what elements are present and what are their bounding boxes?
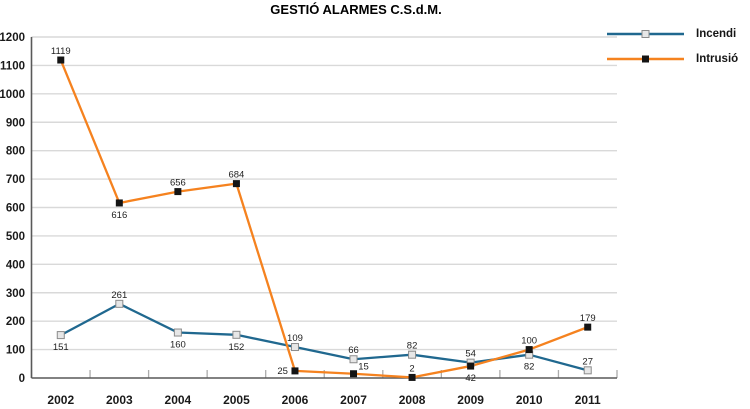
data-marker-incendi [349,355,358,364]
data-label-incendi: 54 [465,349,476,360]
data-label-incendi: 27 [582,356,593,367]
y-axis-tick-label: 600 [6,203,25,215]
data-marker-incendi [583,366,592,375]
y-axis-tick-label: 400 [6,259,25,271]
data-label-intrusió: 616 [111,210,127,221]
data-label-intrusió: 2 [409,363,414,374]
y-axis-tick-label: 200 [6,316,25,328]
y-axis-tick-label: 100 [6,345,25,357]
data-marker-incendi [408,350,417,359]
data-marker-incendi [173,328,182,337]
data-label-intrusió: 179 [580,313,596,324]
data-label-intrusió: 15 [358,362,369,373]
x-axis-category-label: 2006 [282,393,309,407]
y-axis-tick-label: 300 [6,288,25,300]
y-axis-tick-label: 500 [6,231,25,243]
data-label-intrusió: 42 [465,373,476,384]
data-label-intrusió: 684 [228,170,244,181]
series-line-incendi [59,302,589,372]
chart-title: GESTIÓ ALARMES C.S.d.M. [270,2,442,17]
data-label-intrusió: 25 [277,366,288,377]
data-label-intrusió: 1119 [51,46,71,57]
data-label-incendi: 66 [348,345,359,356]
data-marker-intrusió [584,323,592,331]
data-marker-intrusió [232,180,240,188]
y-axis-tick-label: 1000 [0,89,25,101]
y-axis-tick-label: 900 [6,117,25,129]
x-axis-category-label: 2011 [575,393,601,407]
data-marker-incendi [232,330,241,339]
legend-label-incendi: Incendi [696,28,737,40]
data-label-incendi: 152 [228,342,244,353]
data-marker-intrusió [467,362,475,370]
x-axis-category-label: 2009 [457,393,484,407]
x-axis-category-label: 2010 [516,393,543,407]
incendi-line-swatch [607,30,684,38]
y-axis-tick-label: 800 [6,146,25,158]
legend-item-incendi: Incendi [606,28,746,40]
legend-label-intrusio: Intrusió [696,53,739,65]
legend-item-intrusio: Intrusió [606,53,746,65]
data-marker-intrusió [57,56,65,64]
data-marker-intrusió [291,367,299,375]
data-label-incendi: 109 [287,333,303,344]
data-marker-intrusió [408,373,416,381]
data-label-incendi: 261 [111,290,127,301]
data-marker-intrusió [174,188,182,196]
y-axis-tick-label: 1100 [0,60,25,72]
intrusio-legend-marker [642,55,649,63]
data-marker-intrusió [350,370,358,378]
data-label-incendi: 82 [407,341,418,352]
x-axis-category-label: 2008 [399,393,426,407]
x-axis-category-label: 2004 [165,393,192,407]
data-marker-intrusió [115,199,123,207]
incendi-legend-marker [641,30,650,38]
data-label-incendi: 82 [524,362,535,373]
y-axis-tick-label: 0 [19,373,25,385]
data-marker-incendi [115,299,124,308]
intrusio-line-swatch [607,55,684,63]
x-axis-category-label: 2002 [47,393,74,407]
data-label-intrusió: 656 [170,178,186,189]
data-label-incendi: 151 [53,342,69,353]
y-axis-tick-label: 1200 [0,32,25,44]
data-marker-incendi [56,331,65,340]
y-axis-tick-label: 700 [6,174,25,186]
data-label-incendi: 160 [170,340,186,351]
data-marker-incendi [290,343,299,352]
x-axis-category-label: 2007 [340,393,367,407]
data-label-intrusió: 100 [521,336,537,347]
data-marker-intrusió [525,346,533,354]
x-axis-category-label: 2005 [223,393,250,407]
series-line-intrusió [59,58,589,379]
x-axis-category-label: 2003 [106,393,133,407]
legend: Incendi Intrusió [606,28,746,65]
